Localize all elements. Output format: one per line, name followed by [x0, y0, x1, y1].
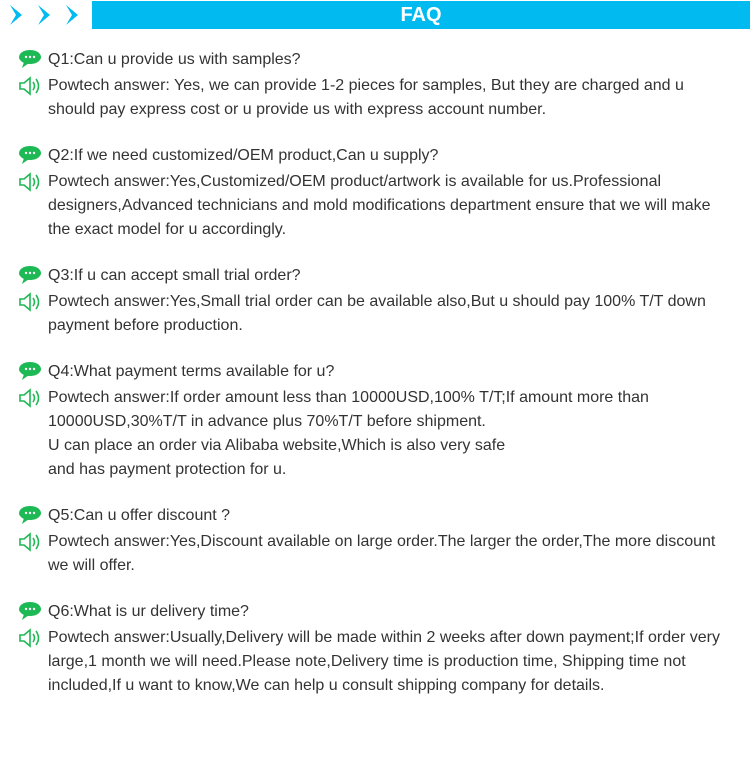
faq-list: Q1:Can u provide us with samples?Powtech… — [0, 48, 750, 730]
faq-question-text: Q6:What is ur delivery time? — [48, 600, 732, 624]
faq-question-row: Q2:If we need customized/OEM product,Can… — [18, 144, 732, 168]
faq-answer-row: Powtech answer:Yes,Discount available on… — [18, 530, 732, 578]
speech-bubble-icon — [18, 602, 42, 620]
faq-header: FAQ — [0, 0, 750, 30]
faq-item: Q1:Can u provide us with samples?Powtech… — [18, 48, 732, 122]
faq-question-text: Q3:If u can accept small trial order? — [48, 264, 732, 288]
speech-bubble-icon — [18, 50, 42, 68]
speech-bubble-icon — [18, 266, 42, 284]
question-icon-cell — [18, 144, 48, 164]
faq-question-text: Q5:Can u offer discount ? — [48, 504, 732, 528]
question-icon-cell — [18, 48, 48, 68]
faq-answer-row: Powtech answer: Yes, we can provide 1-2 … — [18, 74, 732, 122]
speech-bubble-icon — [18, 506, 42, 524]
faq-question-text: Q1:Can u provide us with samples? — [48, 48, 732, 72]
faq-item: Q2:If we need customized/OEM product,Can… — [18, 144, 732, 242]
question-icon-cell — [18, 504, 48, 524]
speaker-icon — [18, 292, 42, 312]
faq-question-row: Q6:What is ur delivery time? — [18, 600, 732, 624]
faq-answer-text: Powtech answer: Yes, we can provide 1-2 … — [48, 74, 732, 122]
question-icon-cell — [18, 600, 48, 620]
answer-icon-cell — [18, 290, 48, 312]
faq-question-text: Q4:What payment terms available for u? — [48, 360, 732, 384]
answer-icon-cell — [18, 626, 48, 648]
question-icon-cell — [18, 264, 48, 284]
speaker-icon — [18, 532, 42, 552]
faq-question-text: Q2:If we need customized/OEM product,Can… — [48, 144, 732, 168]
faq-question-row: Q5:Can u offer discount ? — [18, 504, 732, 528]
question-icon-cell — [18, 360, 48, 380]
chevron-right-icon — [34, 3, 58, 27]
answer-icon-cell — [18, 530, 48, 552]
faq-answer-text: Powtech answer:Usually,Delivery will be … — [48, 626, 732, 698]
faq-answer-text: Powtech answer:Yes,Customized/OEM produc… — [48, 170, 732, 242]
faq-item: Q3:If u can accept small trial order?Pow… — [18, 264, 732, 338]
faq-title-bar: FAQ — [92, 1, 750, 29]
faq-answer-row: Powtech answer:If order amount less than… — [18, 386, 732, 482]
speech-bubble-icon — [18, 146, 42, 164]
chevron-right-icon — [62, 3, 86, 27]
faq-question-row: Q3:If u can accept small trial order? — [18, 264, 732, 288]
faq-answer-text: Powtech answer:If order amount less than… — [48, 386, 732, 482]
chevron-right-icon — [6, 3, 30, 27]
faq-question-row: Q4:What payment terms available for u? — [18, 360, 732, 384]
faq-item: Q6:What is ur delivery time?Powtech answ… — [18, 600, 732, 698]
faq-answer-text: Powtech answer:Yes,Discount available on… — [48, 530, 732, 578]
answer-icon-cell — [18, 386, 48, 408]
faq-answer-row: Powtech answer:Yes,Small trial order can… — [18, 290, 732, 338]
faq-item: Q4:What payment terms available for u?Po… — [18, 360, 732, 482]
speaker-icon — [18, 388, 42, 408]
faq-title: FAQ — [400, 4, 441, 27]
speaker-icon — [18, 76, 42, 96]
faq-answer-text: Powtech answer:Yes,Small trial order can… — [48, 290, 732, 338]
speech-bubble-icon — [18, 362, 42, 380]
faq-question-row: Q1:Can u provide us with samples? — [18, 48, 732, 72]
answer-icon-cell — [18, 74, 48, 96]
speaker-icon — [18, 628, 42, 648]
faq-answer-row: Powtech answer:Usually,Delivery will be … — [18, 626, 732, 698]
speaker-icon — [18, 172, 42, 192]
faq-item: Q5:Can u offer discount ?Powtech answer:… — [18, 504, 732, 578]
header-arrows — [0, 3, 92, 27]
faq-answer-row: Powtech answer:Yes,Customized/OEM produc… — [18, 170, 732, 242]
answer-icon-cell — [18, 170, 48, 192]
